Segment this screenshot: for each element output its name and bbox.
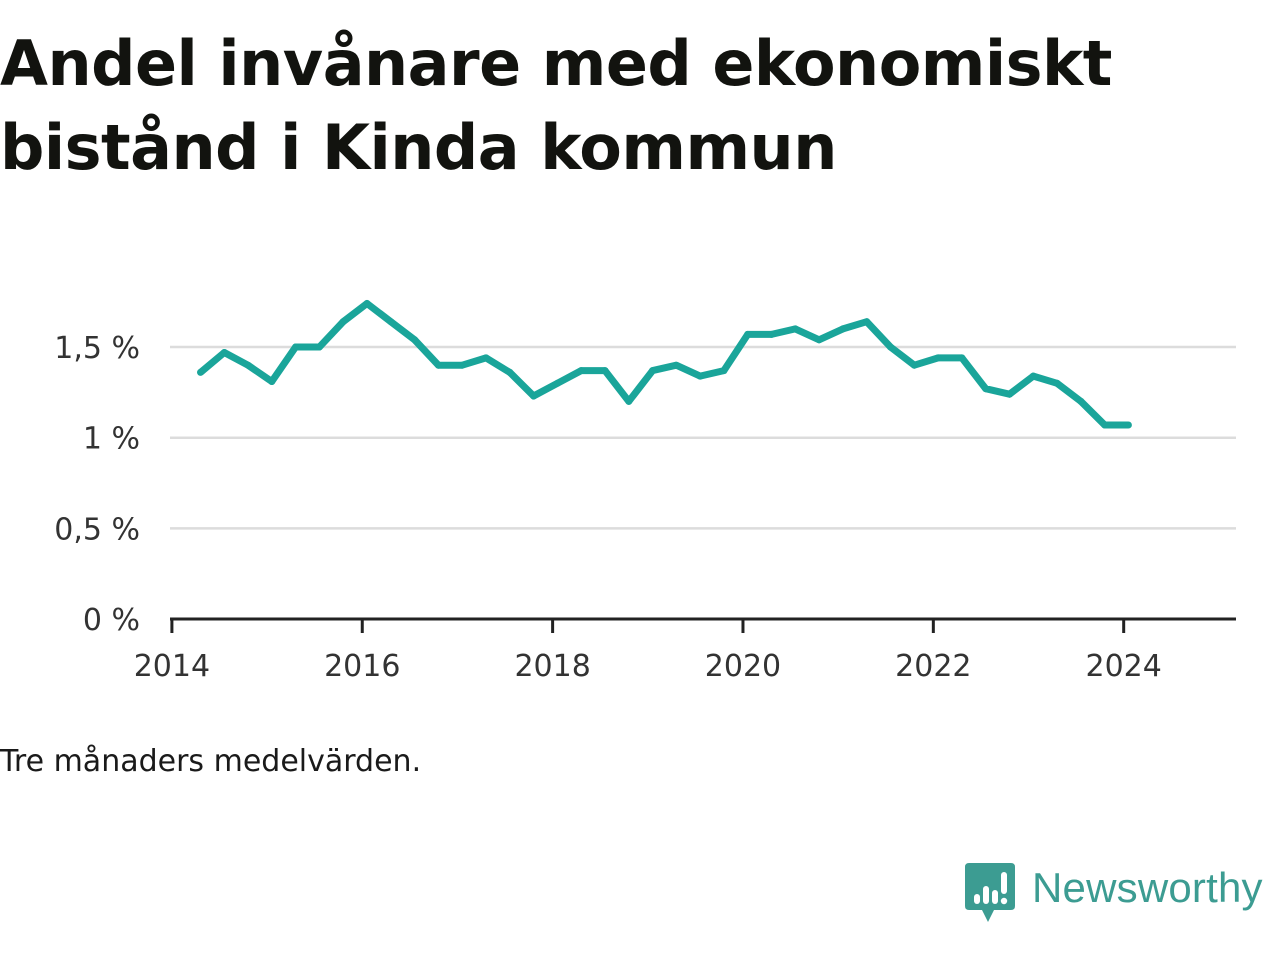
data-point [553, 379, 561, 387]
x-tick-label: 2014 [134, 649, 210, 684]
data-point [1124, 421, 1132, 429]
y-tick-label: 1 % [83, 422, 140, 457]
data-point [577, 367, 585, 375]
data-point [1053, 379, 1061, 387]
data-point [363, 300, 371, 307]
x-tick-label: 2018 [514, 649, 590, 684]
x-axis [170, 617, 1236, 633]
data-point [982, 385, 990, 393]
data-point [768, 330, 775, 338]
data-point [958, 354, 966, 362]
x-tick-label: 2016 [324, 649, 400, 684]
chart-note: Tre månaders medelvärden. [0, 744, 422, 779]
x-tick-label: 2022 [895, 649, 971, 684]
data-point [1029, 372, 1037, 380]
data-point [1077, 397, 1085, 405]
data-point [292, 343, 300, 351]
data-point [625, 397, 633, 405]
newsworthy-logo-icon [965, 863, 1015, 922]
x-tick-labels: 2014 2016 2018 2020 2022 2024 [134, 649, 1162, 684]
data-point [839, 325, 847, 333]
line-chart: 0 % 0,5 % 1 % 1,5 % 2014 2016 2018 2020 2022 202… [54, 300, 1236, 684]
series-line [198, 300, 1129, 429]
grid-lines [170, 345, 1236, 530]
y-tick-labels: 0 % 0,5 % 1 % 1,5 % [54, 331, 140, 638]
data-point [506, 368, 514, 376]
x-tick-label: 2020 [705, 649, 781, 684]
data-point [268, 378, 276, 385]
y-tick-label: 1,5 % [54, 331, 140, 366]
data-point [1101, 421, 1109, 429]
data-point [696, 372, 704, 380]
data-point [863, 318, 871, 326]
data-point [411, 336, 419, 344]
data-point [339, 318, 347, 326]
data-point [458, 361, 466, 369]
x-tick-label: 2024 [1086, 649, 1162, 684]
data-point [934, 354, 942, 362]
data-point [649, 367, 657, 375]
data-point [530, 392, 538, 400]
data-point [601, 367, 609, 375]
data-point [482, 354, 490, 362]
data-point [434, 361, 442, 369]
data-point [910, 361, 918, 369]
data-point [720, 367, 728, 375]
data-point [672, 361, 680, 369]
data-series [197, 300, 1132, 429]
brand-name: Newsworthy [1032, 864, 1263, 911]
y-tick-label: 0 % [83, 603, 140, 638]
data-point [197, 368, 204, 376]
data-point [887, 343, 894, 351]
data-point [315, 343, 323, 351]
data-point [244, 361, 252, 369]
y-tick-label: 0,5 % [54, 512, 140, 547]
data-point [815, 336, 823, 344]
brand-logo: Newsworthy [964, 862, 1263, 926]
data-point [744, 330, 752, 338]
data-point [220, 349, 228, 356]
data-point [1006, 390, 1013, 398]
data-point [387, 318, 395, 326]
data-point [791, 325, 799, 333]
chart-title: Andel invånare med ekonomiskt bistånd i … [0, 27, 1112, 184]
